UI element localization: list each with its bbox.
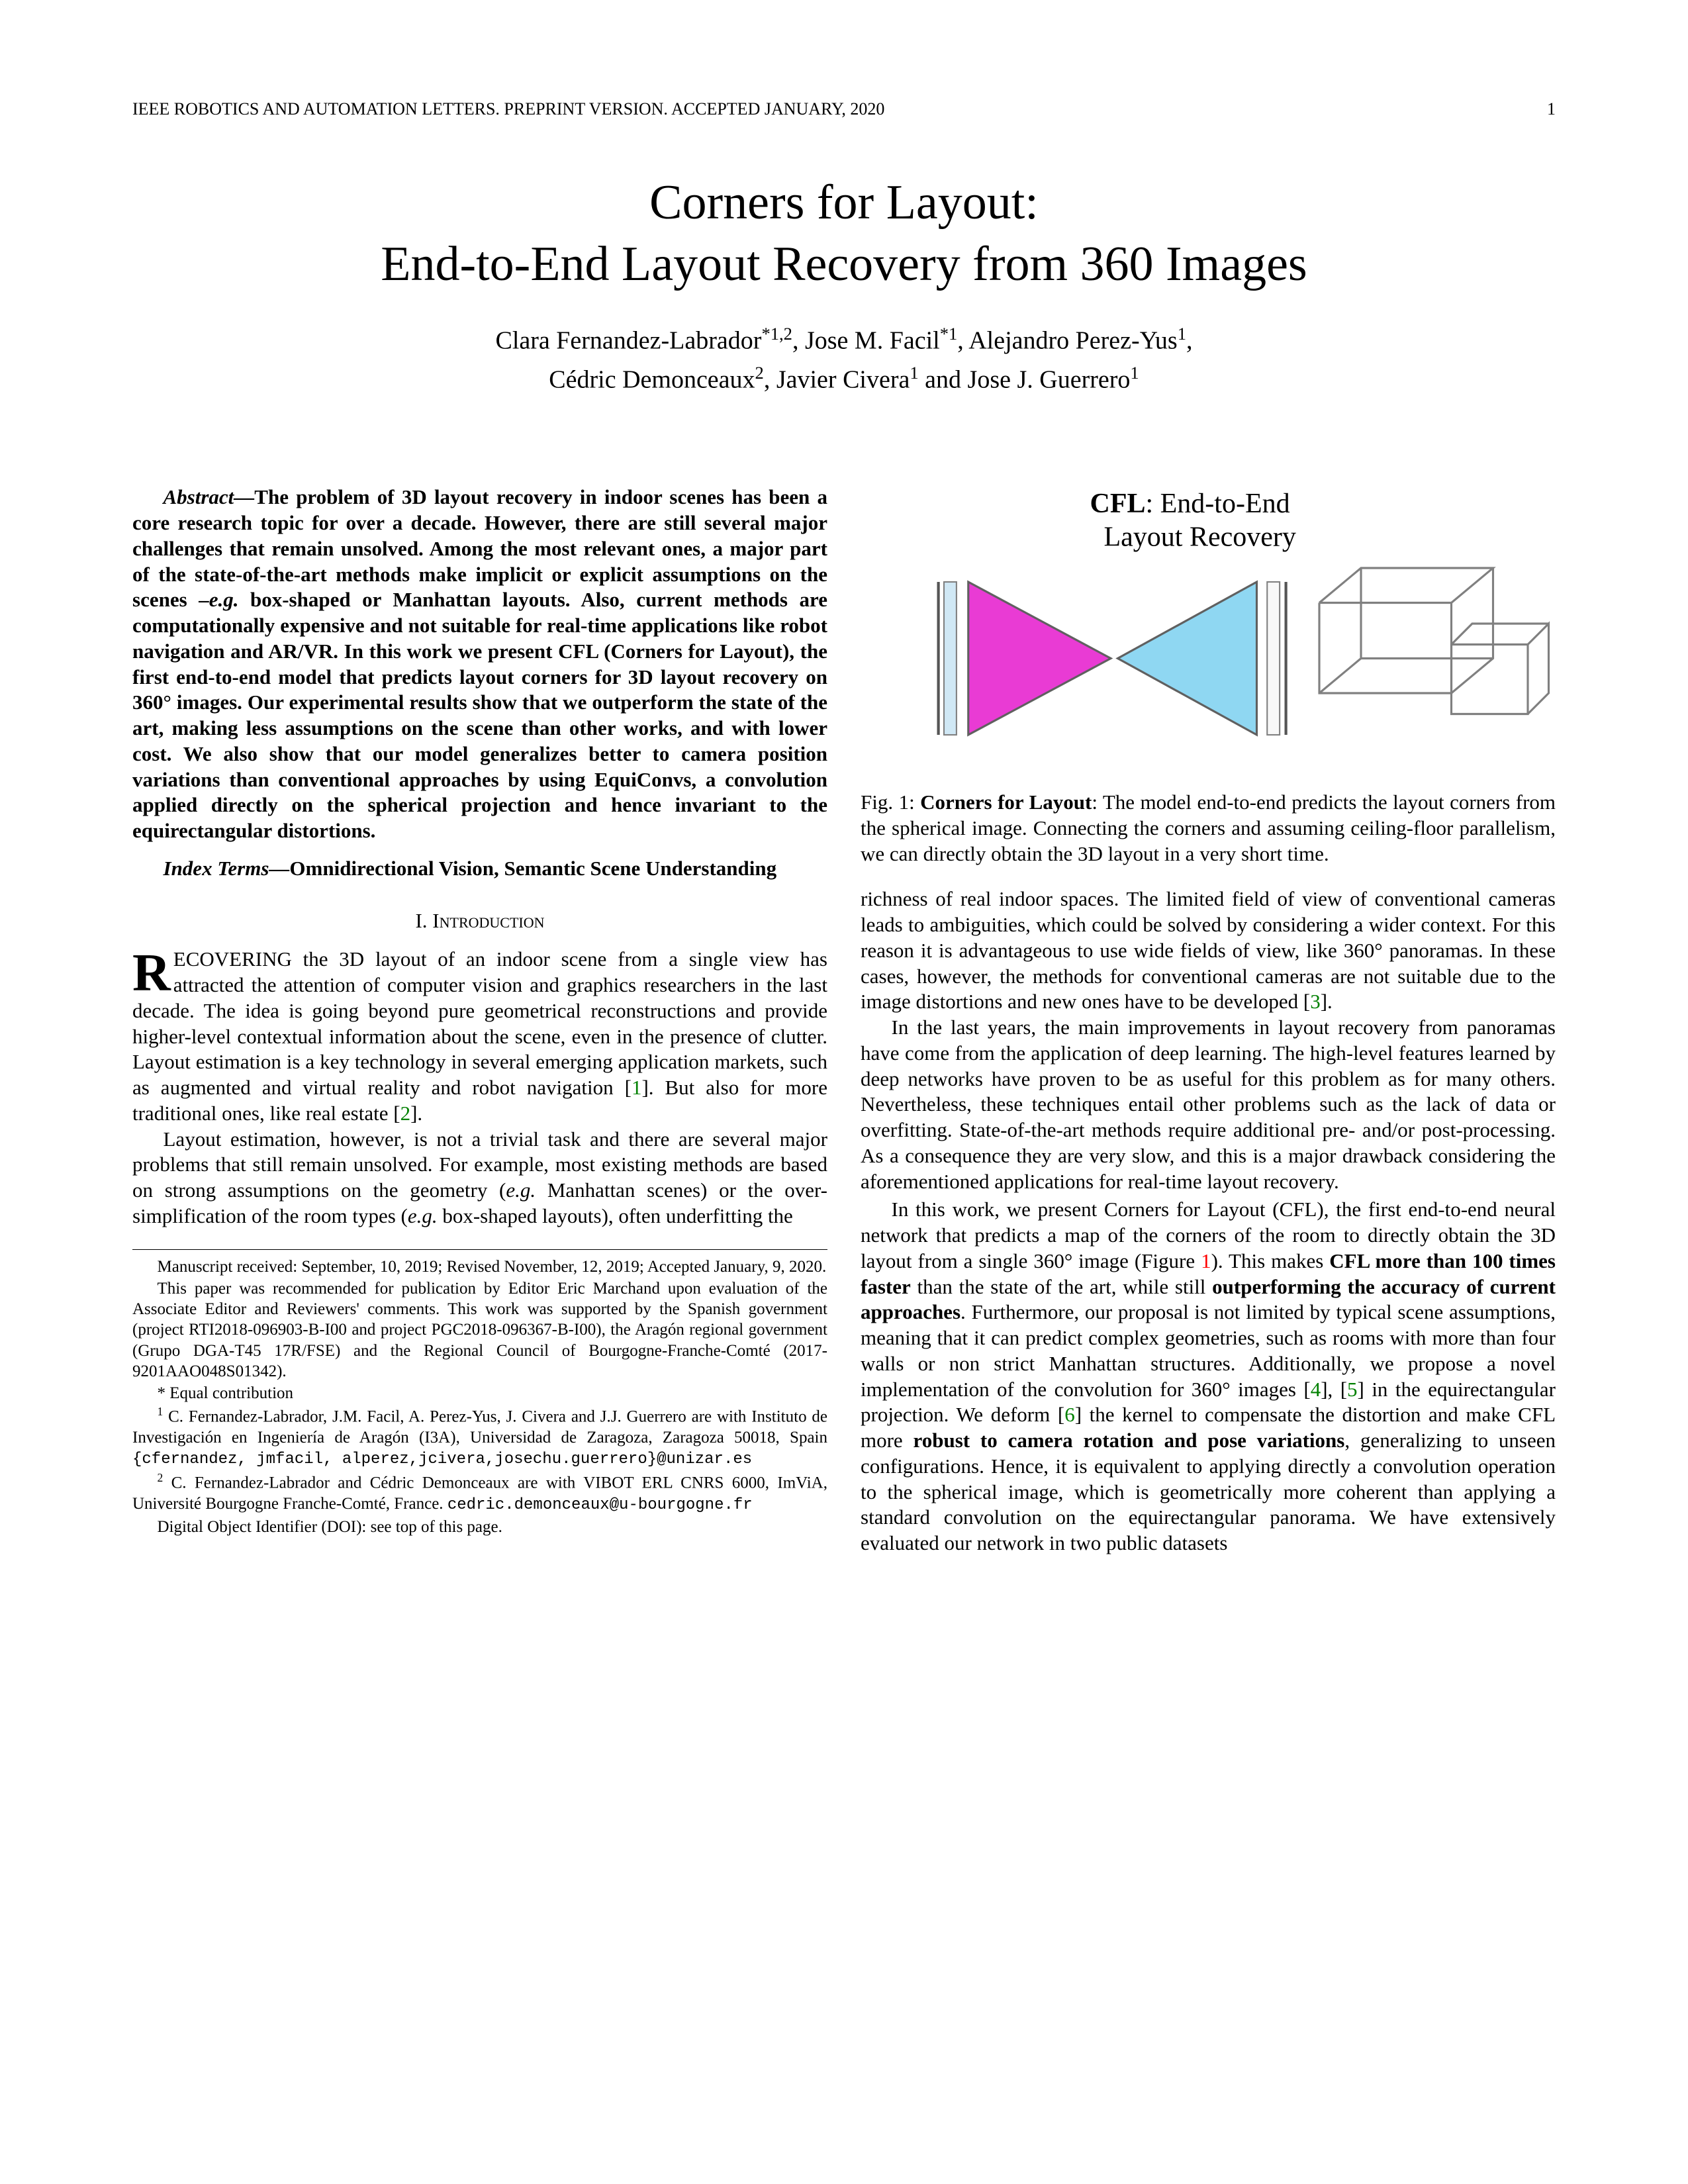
footnote-aff2-sup: 2 [158,1471,164,1484]
intro-p1-body: ECOVERING the 3D layout of an indoor sce… [132,947,827,1125]
page-number: 1 [1547,99,1556,119]
authors-line2: Cédric Demonceaux2, Javier Civera1 and J… [132,360,1556,399]
footnote-recommendation: This paper was recommended for publicati… [132,1278,827,1382]
encoder-triangle-icon [968,582,1111,735]
dropcap: R [132,947,173,996]
right-para-3: In this work, we present Corners for Lay… [861,1197,1556,1556]
running-header: IEEE ROBOTICS AND AUTOMATION LETTERS. PR… [132,99,1556,119]
authors: Clara Fernandez-Labrador*1,2, Jose M. Fa… [132,321,1556,399]
right-para-1: richness of real indoor spaces. The limi… [861,886,1556,1015]
right-column: CFL: End-to-End Layout Recovery [861,485,1556,1559]
authors-line1: Clara Fernandez-Labrador*1,2, Jose M. Fa… [132,321,1556,360]
figure-1-caption: Fig. 1: Corners for Layout: The model en… [861,790,1556,867]
figure-1: CFL: End-to-End Layout Recovery [861,485,1556,867]
paper-title: Corners for Layout: End-to-End Layout Re… [132,172,1556,295]
section-1-heading: I. Introduction [132,908,827,934]
footnote-manuscript: Manuscript received: September, 10, 2019… [132,1257,827,1277]
abstract: Abstract—The problem of 3D layout recove… [132,485,827,844]
footnote-equal: * Equal contribution [132,1383,827,1403]
footnote-aff1-body: C. Fernandez-Labrador, J.M. Facil, A. Pe… [132,1408,827,1447]
index-terms-body: Omnidirectional Vision, Semantic Scene U… [289,857,776,880]
footnote-aff1: 1 C. Fernandez-Labrador, J.M. Facil, A. … [132,1405,827,1470]
input-panorama-icon [944,582,957,735]
decoder-triangle-icon [1118,582,1257,735]
index-terms-label: Index Terms— [164,857,290,880]
footnotes: Manuscript received: September, 10, 2019… [132,1249,827,1537]
index-terms: Index Terms—Omnidirectional Vision, Sema… [132,856,827,882]
journal-name: IEEE ROBOTICS AND AUTOMATION LETTERS. PR… [132,99,884,119]
title-block: Corners for Layout: End-to-End Layout Re… [132,172,1556,399]
left-column: Abstract—The problem of 3D layout recove… [132,485,827,1559]
abstract-label: Abstract— [164,485,255,508]
fig-label-line1: CFL: End-to-End [1090,489,1290,519]
title-line1: Corners for Layout: [649,175,1039,230]
footnote-aff2: 2 C. Fernandez-Labrador and Cédric Demon… [132,1471,827,1515]
two-column-body: Abstract—The problem of 3D layout recove… [132,485,1556,1559]
footnote-aff1-sup: 1 [158,1405,164,1418]
footnote-doi: Digital Object Identifier (DOI): see top… [132,1517,827,1537]
output-map-icon [1267,582,1280,735]
title-line2: End-to-End Layout Recovery from 360 Imag… [381,237,1307,291]
fig-label-line2: Layout Recovery [1104,522,1296,553]
room-wireframe-icon [1319,568,1549,714]
figure-1-svg: CFL: End-to-End Layout Recovery [861,485,1556,777]
right-para-2: In the last years, the main improvements… [861,1015,1556,1194]
footnote-aff1-email: {cfernandez, jmfacil, alperez,jcivera,jo… [132,1450,752,1468]
abstract-body: The problem of 3D layout recovery in ind… [132,485,827,842]
intro-para-2: Layout estimation, however, is not a tri… [132,1127,827,1229]
footnote-aff2-email: cedric.demonceaux@u-bourgogne.fr [447,1496,753,1514]
intro-para-1: RECOVERING the 3D layout of an indoor sc… [132,947,827,1126]
